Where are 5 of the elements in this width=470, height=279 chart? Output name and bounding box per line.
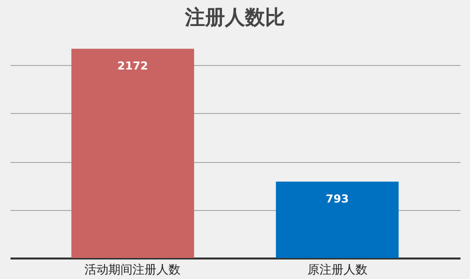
- chart-title: 注册人数比: [184, 5, 285, 29]
- x-tick-label: 活动期间注册人数: [84, 262, 181, 276]
- data-label: 793: [326, 192, 349, 206]
- data-label: 2172: [117, 60, 148, 73]
- x-tick-label: 原注册人数: [307, 262, 368, 276]
